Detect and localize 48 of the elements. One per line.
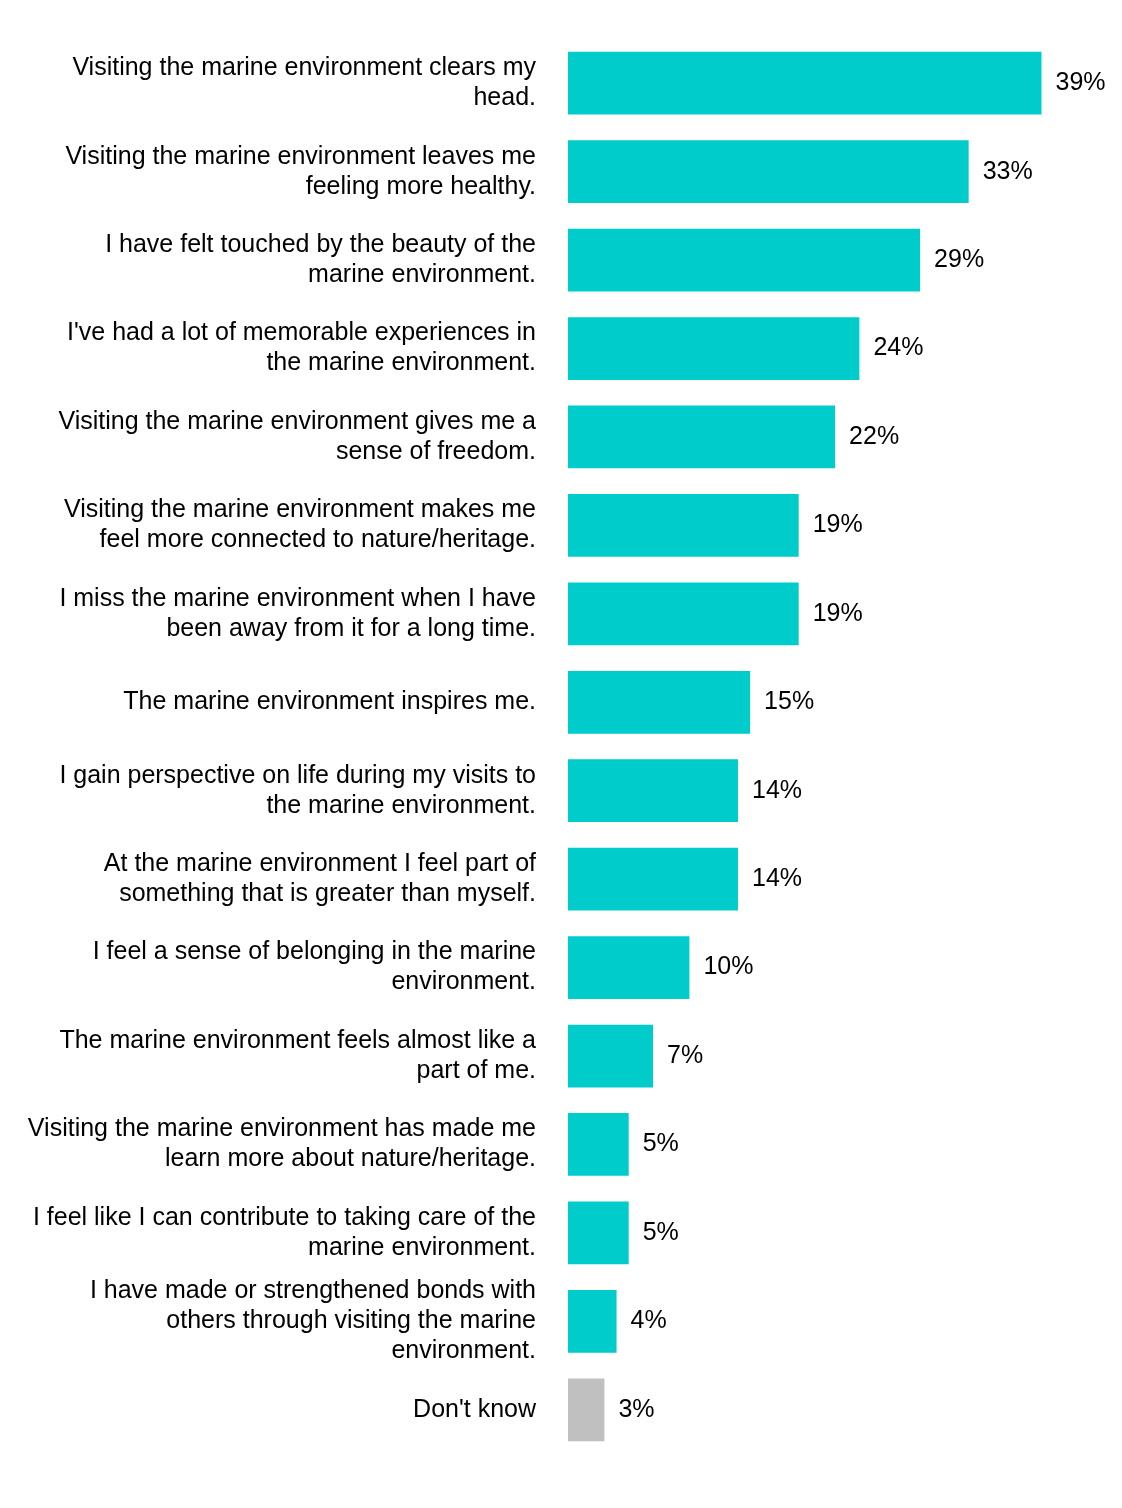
data-label: 5% (642, 1128, 679, 1157)
bar (568, 228, 921, 292)
data-label: 24% (873, 332, 924, 361)
bar (568, 1201, 629, 1265)
y-tick-label: I gain perspective on life during my visits to the marine environment. (59, 759, 536, 818)
data-label: 33% (982, 155, 1033, 184)
y-tick-label: The marine environment feels almost like a part of me. (59, 1024, 537, 1083)
bar (568, 405, 836, 469)
bar (568, 1378, 605, 1442)
data-label: 5% (642, 1216, 679, 1245)
bar (568, 494, 799, 557)
bar (568, 1113, 629, 1176)
y-tick-label: I have felt touched by the beauty of the marine environment. (105, 228, 536, 287)
data-label: 4% (630, 1305, 667, 1334)
y-tick-label: Visiting the marine environment has made me learn more about nature/heritage. (27, 1113, 536, 1172)
y-tick-label: The marine environment inspires me. (123, 686, 536, 715)
bar (568, 847, 738, 911)
data-label: 15% (764, 686, 815, 715)
data-label: 39% (1055, 67, 1106, 96)
bar (568, 51, 1042, 115)
data-label: 3% (618, 1393, 655, 1422)
y-tick-label: Visiting the marine environment leaves me feeling more healthy. (65, 140, 536, 199)
data-label: 14% (751, 774, 803, 803)
bar (568, 1024, 653, 1088)
bar (568, 140, 969, 204)
bar (568, 759, 738, 823)
data-label: 7% (666, 1039, 704, 1068)
y-tick-label: Visiting the marine environment clears my head. (72, 52, 537, 111)
y-tick-label: I feel a sense of belonging in the marine environment. (92, 936, 536, 995)
y-tick-label: Visiting the marine environment makes me feel more connected to nature/heritage. (64, 494, 536, 553)
data-label: 22% (849, 420, 900, 449)
y-tick-label: Don't know (413, 1393, 537, 1422)
bar (568, 936, 690, 999)
data-label: 29% (934, 243, 985, 272)
y-tick-label: I miss the marine environment when I have been away from it for a long time. (59, 582, 536, 641)
y-tick-label: I feel like I can contribute to taking care of the marine environment. (32, 1201, 536, 1260)
data-label: 14% (751, 863, 803, 892)
bar (568, 1289, 617, 1353)
y-tick-label: I have made or strengthened bonds with others through visiting the marine environment. (89, 1275, 536, 1364)
data-label: 19% (812, 509, 863, 538)
data-label: 10% (703, 951, 754, 980)
data-label: 19% (812, 597, 863, 626)
y-tick-label: Visiting the marine environment gives me a sense of freedom. (58, 405, 537, 464)
bar (568, 670, 751, 734)
bar (568, 317, 860, 380)
y-tick-label: At the marine environment I feel part of something that is greater than myself. (103, 848, 537, 907)
bar (568, 582, 799, 646)
y-tick-label: I've had a lot of memorable experiences in the marine environment. (67, 317, 536, 376)
